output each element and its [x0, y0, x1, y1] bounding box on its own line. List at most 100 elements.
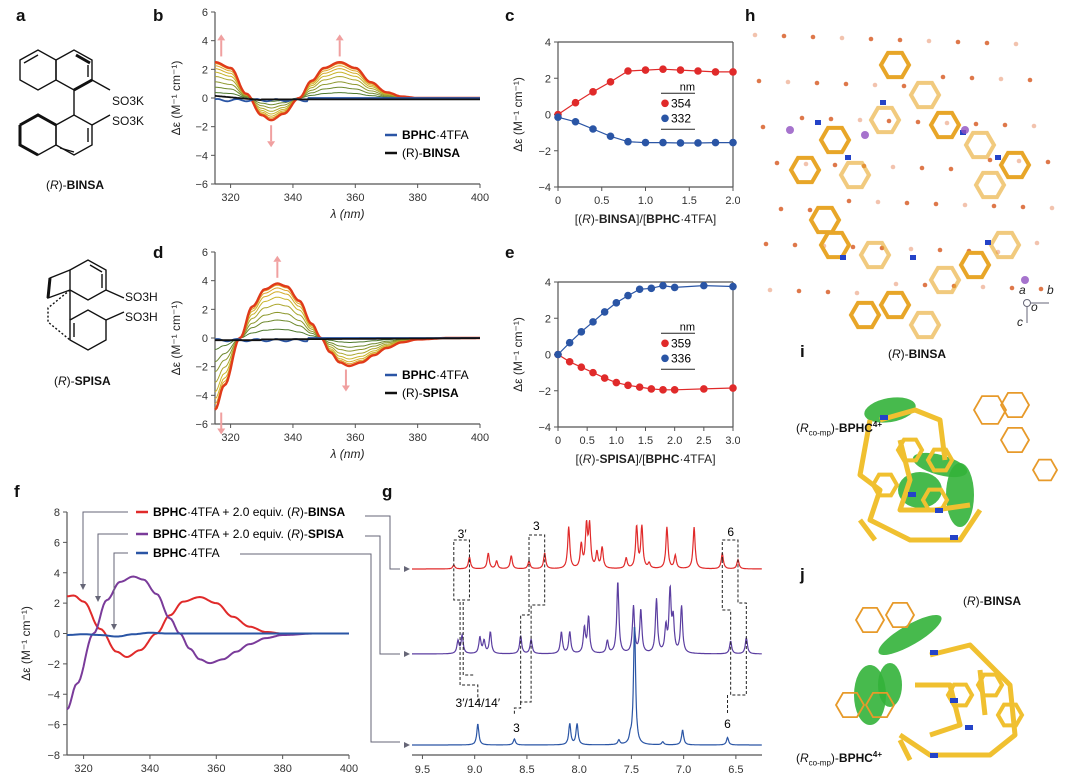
axis-label-o: o [1031, 300, 1038, 314]
spisa-name-bold: SPISA [74, 374, 111, 388]
spisa-name-prefix: ( [54, 374, 58, 388]
data-point-359 [700, 385, 708, 393]
label-bphc-j-post: )- [830, 751, 839, 765]
cage-strand [897, 738, 913, 762]
x-axis-label-part: BPHC [646, 212, 680, 226]
atom-sphere [940, 74, 946, 80]
atom-sphere [857, 117, 863, 123]
arrow-up-317-head [217, 34, 226, 41]
annotation-label: 6 [724, 717, 731, 731]
arrow-up-335-head [273, 255, 282, 262]
y-tick-label: 6 [202, 7, 208, 19]
cage-ring [870, 472, 900, 498]
y-tick-label: 4 [545, 37, 551, 49]
cage-strand [858, 518, 877, 542]
noncovalent-isosurface [946, 463, 974, 527]
nitrogen-atom [985, 240, 991, 245]
legend-label: BPHC·4TFA + 2.0 equiv. (R)-BINSA [153, 505, 346, 519]
atom-sphere [948, 166, 954, 172]
x-tick-label: 7.5 [624, 764, 639, 776]
data-point-354 [606, 78, 615, 86]
x-tick-label: 400 [471, 432, 489, 444]
titration-curve [214, 63, 480, 120]
axis-origin [1023, 299, 1031, 307]
legend-marker [661, 354, 669, 363]
data-point-336 [600, 308, 609, 316]
legend-label-part: SPISA [423, 386, 459, 400]
series-line-359 [557, 353, 734, 391]
y-tick-label: 6 [54, 537, 60, 549]
legend-label-part: )- [300, 505, 308, 519]
x-tick-label: 7.0 [676, 764, 691, 776]
panel-letter-g: g [382, 482, 393, 501]
atom-sphere [962, 202, 968, 208]
legend-label-part: (R)- [402, 146, 423, 160]
data-point-359 [635, 383, 644, 391]
atom-sphere [933, 201, 939, 207]
annotation-label: 3′/14/14′ [456, 696, 501, 710]
atom-sphere [1002, 122, 1008, 128]
legend-label-part: BPHC [402, 368, 436, 382]
series-line-354 [557, 68, 733, 115]
cage-ring [908, 80, 942, 110]
annotation-label: 3′ [458, 527, 468, 541]
panel-letter-i: i [800, 342, 805, 361]
x-tick-label: 1.5 [682, 195, 697, 207]
cage-ring [788, 155, 822, 185]
atom-sphere [944, 120, 950, 126]
binsa-name-prefix: ( [46, 178, 50, 192]
panel-letter-a: a [16, 6, 26, 25]
atom-sphere [991, 203, 997, 209]
x-tick-label: 8.0 [572, 764, 587, 776]
nitrogen-atom [840, 255, 846, 260]
annotation-label: 3 [533, 519, 540, 533]
atom-sphere [969, 75, 975, 81]
cage-ring [858, 240, 892, 270]
legend-label: 336 [671, 351, 691, 365]
binsa-structure [18, 49, 111, 157]
atom-sphere [901, 83, 907, 89]
atom-sphere [919, 165, 925, 171]
binsa-ring [854, 607, 886, 633]
spectrum-pointer-head [404, 566, 410, 572]
chart-c: −4 −2 0 2 4 0 0.5 1.0 1.5 2.0 Δε (M⁻¹ cm⁻¹) [(R)-BI… [511, 37, 740, 226]
atom-sphere [1034, 240, 1040, 246]
cage-strand [915, 682, 963, 738]
legend-label: (R)-SPISA [402, 386, 459, 400]
x-tick-label: 320 [221, 432, 239, 444]
y-tick-label: −4 [195, 150, 208, 162]
data-point-359 [647, 385, 656, 393]
atom-sphere [1016, 158, 1022, 164]
y-tick-label: 2 [202, 304, 208, 316]
x-tick-label: 380 [408, 432, 426, 444]
spisa-substituent-1: SO3H [125, 290, 158, 304]
atom-sphere [980, 284, 986, 290]
y-tick-label: −2 [47, 659, 60, 671]
y-tick-label: −4 [195, 390, 208, 402]
cage-ring [818, 125, 852, 155]
legend-label-part: ·4TFA [187, 546, 220, 560]
y-tick-label: 4 [202, 276, 208, 288]
legend-label: 359 [671, 336, 691, 350]
nitrogen-atom [950, 698, 958, 703]
x-tick-label: 380 [273, 763, 291, 775]
label-binsa-i: (R)-BINSA [888, 347, 946, 361]
data-point-332 [641, 138, 650, 147]
label-binsa-j-pre: ( [963, 594, 967, 608]
x-tick-label: 0.5 [594, 195, 609, 207]
label-binsa-i-pre: ( [888, 347, 892, 361]
data-point-332 [606, 132, 615, 141]
y-axis-label: Δε (M⁻¹ cm⁻¹) [169, 61, 183, 136]
guest-baseline-curve [214, 94, 480, 101]
y-tick-label: 2 [545, 73, 551, 85]
label-bphc-i-italic: R [800, 421, 809, 435]
data-point-354 [571, 98, 580, 107]
spisa-name-italic: R [58, 374, 67, 388]
cage-ring [963, 130, 997, 160]
label-bphc-i-pre: ( [796, 421, 800, 435]
axes: −8 −6 −4 −2 0 2 4 6 8 320 340 360 380 400 [47, 507, 358, 775]
series-line-0 [66, 594, 349, 659]
nitrogen-atom [965, 725, 973, 730]
chart-g: 9.5 9.0 8.5 8.0 7.5 7.0 6.5 3′ 3 6 3′/14/14′ 3 6 [404, 519, 762, 776]
data-point-332 [711, 138, 720, 147]
